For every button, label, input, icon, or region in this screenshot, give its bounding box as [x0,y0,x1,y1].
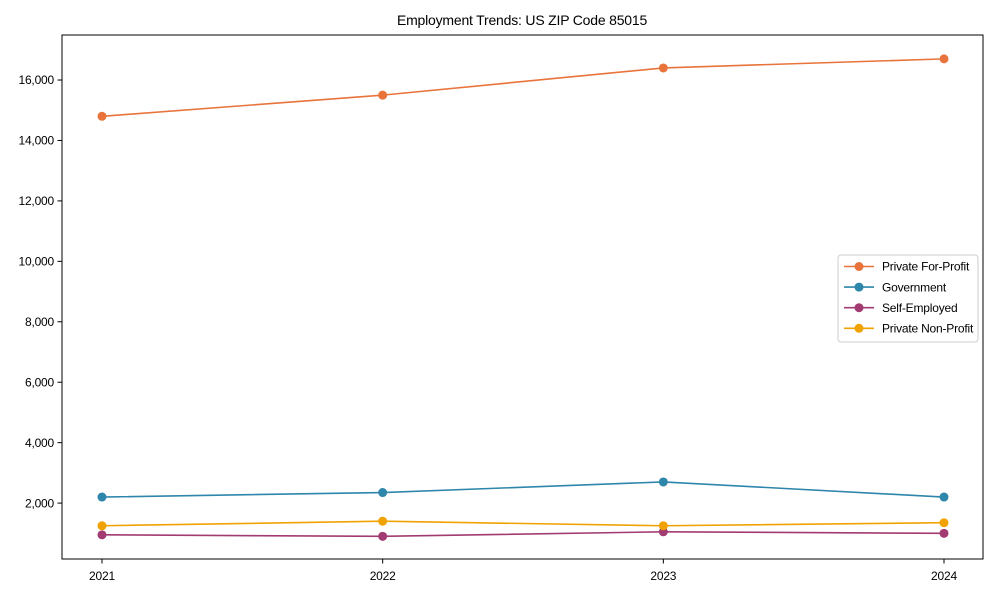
series-private-for-profit [97,54,949,121]
data-point-marker [939,54,949,64]
x-tick-label: 2023 [650,569,676,583]
legend-marker-icon [854,282,864,292]
legend-label: Government [882,280,947,294]
y-tick-label: 6,000 [25,375,55,389]
y-tick-label: 16,000 [18,73,54,87]
chart-title: Employment Trends: US ZIP Code 85015 [397,12,648,28]
x-tick-label: 2022 [370,569,396,583]
data-point-marker [939,492,949,502]
legend-marker-icon [854,303,864,313]
legend: Private For-Profit Government Self-Employe… [837,254,979,343]
y-axis: 2,000 4,000 6,000 8,000 10,000 12,000 14,000 16… [18,73,62,510]
legend-label: Private Non-Profit [882,322,974,336]
data-point-marker [939,518,949,528]
series-line [101,481,945,498]
legend-marker-icon [854,262,864,271]
x-tick-label: 2021 [89,569,115,583]
y-tick-label: 4,000 [25,436,55,450]
data-point-marker [97,111,107,121]
legend-label: Private For-Profit [882,260,970,274]
data-point-marker [658,521,668,531]
series-line [101,58,945,118]
data-point-marker [378,488,388,498]
data-point-marker [97,521,107,531]
y-tick-label: 12,000 [18,194,54,208]
plot-border [61,34,984,560]
data-point-marker [378,531,388,541]
y-tick-label: 8,000 [25,315,55,329]
legend-marker-icon [854,323,864,333]
data-point-marker [97,530,107,540]
data-point-marker [939,528,949,538]
series-private-non-profit [97,516,949,531]
data-point-marker [658,63,668,73]
y-tick-label: 14,000 [18,134,54,148]
y-tick-label: 2,000 [25,496,55,510]
data-point-marker [378,516,388,526]
series-line [101,520,945,527]
data-point-marker [658,477,668,487]
legend-label: Self-Employed [882,301,957,315]
y-tick-label: 10,000 [18,255,54,269]
data-point-marker [378,90,388,100]
x-axis: 2021 2022 2023 2024 [89,559,958,583]
series-group [97,54,949,541]
series-line [101,531,945,538]
series-government [97,477,949,502]
x-tick-label: 2024 [931,569,957,583]
data-point-marker [97,492,107,502]
series-self-employed [97,527,949,541]
legend-box [837,254,979,343]
